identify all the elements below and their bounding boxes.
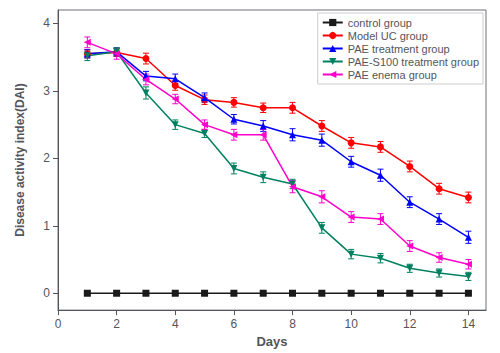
svg-text:4: 4	[172, 317, 179, 331]
svg-text:4: 4	[43, 16, 50, 30]
svg-text:PAE enema group: PAE enema group	[348, 69, 437, 81]
svg-text:0: 0	[55, 317, 62, 331]
svg-text:1: 1	[43, 219, 50, 233]
svg-text:2: 2	[113, 317, 120, 331]
svg-text:10: 10	[344, 317, 358, 331]
svg-text:6: 6	[231, 317, 238, 331]
svg-text:3: 3	[43, 84, 50, 98]
svg-text:Disease activity index(DAI): Disease activity index(DAI)	[13, 83, 27, 236]
svg-text:2: 2	[43, 151, 50, 165]
svg-text:12: 12	[403, 317, 417, 331]
svg-text:0: 0	[43, 286, 50, 300]
svg-text:control group: control group	[348, 17, 412, 29]
svg-text:PAE treatment group: PAE treatment group	[348, 43, 450, 55]
svg-text:8: 8	[289, 317, 296, 331]
svg-text:14: 14	[462, 317, 476, 331]
svg-text:Days: Days	[256, 334, 287, 349]
svg-text:PAE-S100 treatment group: PAE-S100 treatment group	[348, 56, 479, 68]
svg-text:Model UC group: Model UC group	[348, 30, 428, 42]
